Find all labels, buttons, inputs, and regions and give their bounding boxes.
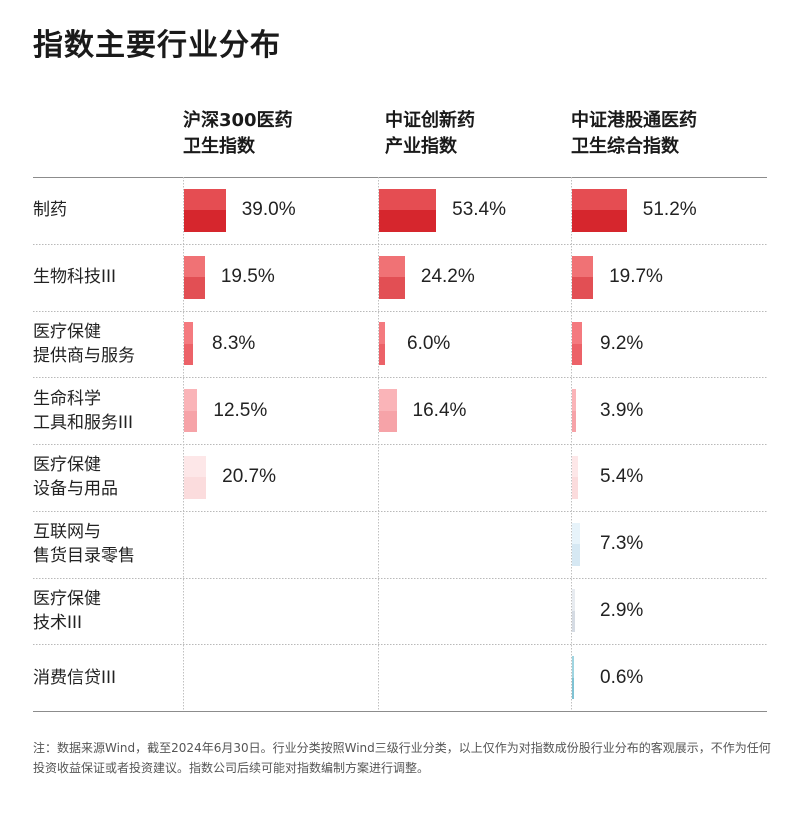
bar <box>184 256 205 299</box>
data-label: 16.4% <box>413 399 467 423</box>
bar-top-half <box>379 256 405 278</box>
bar-bottom-half <box>572 277 593 299</box>
column-header-innovative-drug: 中证创新药 产业指数 <box>385 108 475 160</box>
bar-bottom-half <box>572 678 574 700</box>
bar-top-half <box>184 322 193 344</box>
bar-top-half <box>572 589 575 611</box>
bar-top-half <box>572 656 574 678</box>
grid-row-divider <box>33 177 767 178</box>
bar <box>184 456 206 499</box>
data-label: 51.2% <box>643 198 697 222</box>
bar-top-half <box>572 523 580 545</box>
bar <box>572 656 574 699</box>
bar <box>184 389 197 432</box>
bar-bottom-half <box>572 544 580 566</box>
bar-bottom-half <box>379 277 405 299</box>
bar-top-half <box>572 456 578 478</box>
data-label: 8.3% <box>212 332 255 356</box>
bar-bottom-half <box>184 411 197 433</box>
bar-top-half <box>572 389 576 411</box>
bar <box>572 456 578 499</box>
industry-chart: 制药 39.0% 53.4% 51.2% 生物科技III 19.5% 24.2% 19.7% 医… <box>33 177 767 711</box>
row-label: 医疗保健 技术III <box>33 587 101 635</box>
bar-top-half <box>572 322 582 344</box>
bar-bottom-half <box>379 411 397 433</box>
bar-top-half <box>572 256 593 278</box>
bar <box>379 256 405 299</box>
bar-bottom-half <box>184 477 206 499</box>
bar <box>379 189 436 232</box>
bar <box>572 322 582 365</box>
data-label: 7.3% <box>600 532 643 556</box>
bar <box>572 389 576 432</box>
bar <box>184 322 193 365</box>
bar <box>572 189 627 232</box>
column-header-hk-connect: 中证港股通医药 卫生综合指数 <box>571 108 697 160</box>
bar-top-half <box>184 456 206 478</box>
row-label: 医疗保健 设备与用品 <box>33 453 118 501</box>
data-label: 0.6% <box>600 666 643 690</box>
bar <box>572 256 593 299</box>
column-header-hs300: 沪深300医药 卫生指数 <box>183 108 293 160</box>
data-label: 12.5% <box>213 399 267 423</box>
data-label: 3.9% <box>600 399 643 423</box>
bar-top-half <box>572 189 627 211</box>
row-label: 生物科技III <box>33 265 116 289</box>
grid-row-divider <box>33 578 767 579</box>
row-label: 制药 <box>33 198 67 222</box>
bar-bottom-half <box>379 210 436 232</box>
bar-top-half <box>184 256 205 278</box>
data-label: 19.7% <box>609 265 663 289</box>
data-label: 53.4% <box>452 198 506 222</box>
bar-top-half <box>184 189 226 211</box>
bar <box>184 189 226 232</box>
data-label: 9.2% <box>600 332 643 356</box>
data-label: 6.0% <box>407 332 450 356</box>
bar <box>572 589 575 632</box>
data-label: 39.0% <box>242 198 296 222</box>
data-label: 19.5% <box>221 265 275 289</box>
bar-bottom-half <box>184 344 193 366</box>
grid-row-divider <box>33 444 767 445</box>
grid-row-divider <box>33 511 767 512</box>
bar-top-half <box>379 389 397 411</box>
data-label: 20.7% <box>222 465 276 489</box>
grid-row-divider <box>33 244 767 245</box>
bar-bottom-half <box>572 477 578 499</box>
bar-bottom-half <box>184 277 205 299</box>
data-label: 24.2% <box>421 265 475 289</box>
bar-bottom-half <box>572 344 582 366</box>
bar-bottom-half <box>572 210 627 232</box>
bar-top-half <box>379 322 385 344</box>
bar <box>572 523 580 566</box>
grid-row-divider <box>33 711 767 712</box>
bar-bottom-half <box>572 411 576 433</box>
row-label: 互联网与 售货目录零售 <box>33 520 135 568</box>
data-label: 2.9% <box>600 599 643 623</box>
row-label: 消费信贷III <box>33 666 116 690</box>
bar <box>379 322 385 365</box>
bar-top-half <box>379 189 436 211</box>
grid-row-divider <box>33 377 767 378</box>
bar-top-half <box>184 389 197 411</box>
bar <box>379 389 397 432</box>
footnote: 注：数据来源Wind，截至2024年6月30日。行业分类按照Wind三级行业分类… <box>33 738 773 778</box>
bar-bottom-half <box>184 210 226 232</box>
page-title: 指数主要行业分布 <box>33 20 281 64</box>
row-label: 医疗保健 提供商与服务 <box>33 320 135 368</box>
grid-row-divider <box>33 644 767 645</box>
grid-row-divider <box>33 311 767 312</box>
bar-bottom-half <box>379 344 385 366</box>
data-label: 5.4% <box>600 465 643 489</box>
bar-bottom-half <box>572 611 575 633</box>
row-label: 生命科学 工具和服务III <box>33 387 133 435</box>
